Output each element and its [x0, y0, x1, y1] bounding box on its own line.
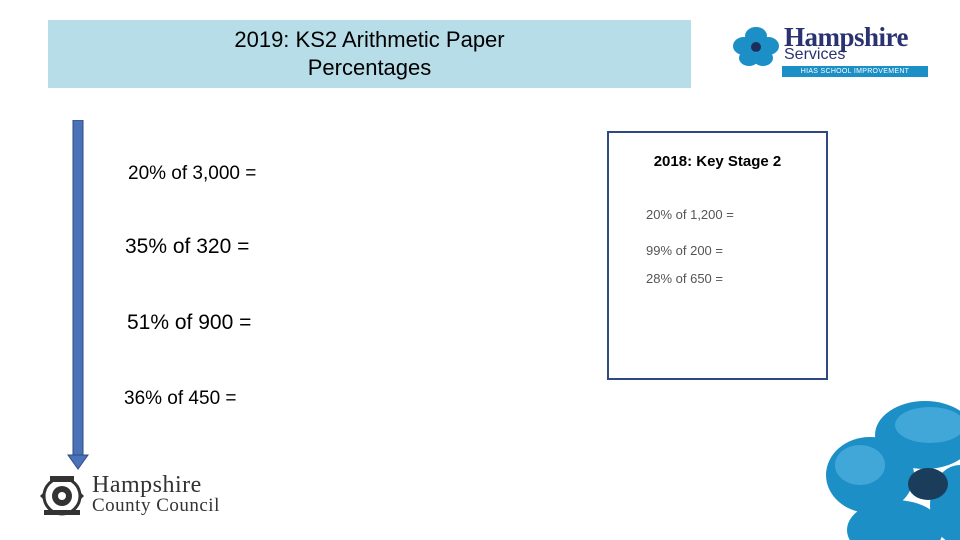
title-banner: 2019: KS2 Arithmetic Paper Percentages [48, 20, 691, 88]
logo-strapline: HIAS SCHOOL IMPROVEMENT [782, 66, 928, 77]
reference-box-2018: 2018: Key Stage 2 20% of 1,200 = 99% of … [607, 131, 828, 380]
question-3: 51% of 900 = [127, 311, 252, 334]
hampshire-services-logo: Hampshire Services HIAS SCHOOL IMPROVEME… [728, 22, 933, 82]
council-name-line-2: County Council [92, 495, 220, 516]
decorative-flower-icon [826, 401, 960, 540]
council-name-line-1: Hampshire [92, 472, 202, 498]
crest-icon [40, 476, 84, 516]
reference-item-1: 20% of 1,200 = [646, 207, 734, 222]
down-arrow-icon [67, 120, 89, 470]
reference-item-2: 99% of 200 = [646, 243, 723, 258]
reference-item-3: 28% of 650 = [646, 271, 723, 286]
logo-brand-text: Hampshire [784, 22, 909, 52]
flower-icon [733, 27, 779, 66]
logo-sub-text: Services [784, 46, 846, 63]
reference-title: 2018: Key Stage 2 [653, 153, 782, 170]
title-line-1: 2019: KS2 Arithmetic Paper [234, 27, 505, 52]
question-4: 36% of 450 = [124, 388, 237, 409]
question-1: 20% of 3,000 = [128, 163, 257, 184]
title-line-2: Percentages [307, 55, 432, 80]
question-2: 35% of 320 = [125, 235, 250, 258]
hampshire-county-council-logo: Hampshire County Council [40, 472, 260, 522]
